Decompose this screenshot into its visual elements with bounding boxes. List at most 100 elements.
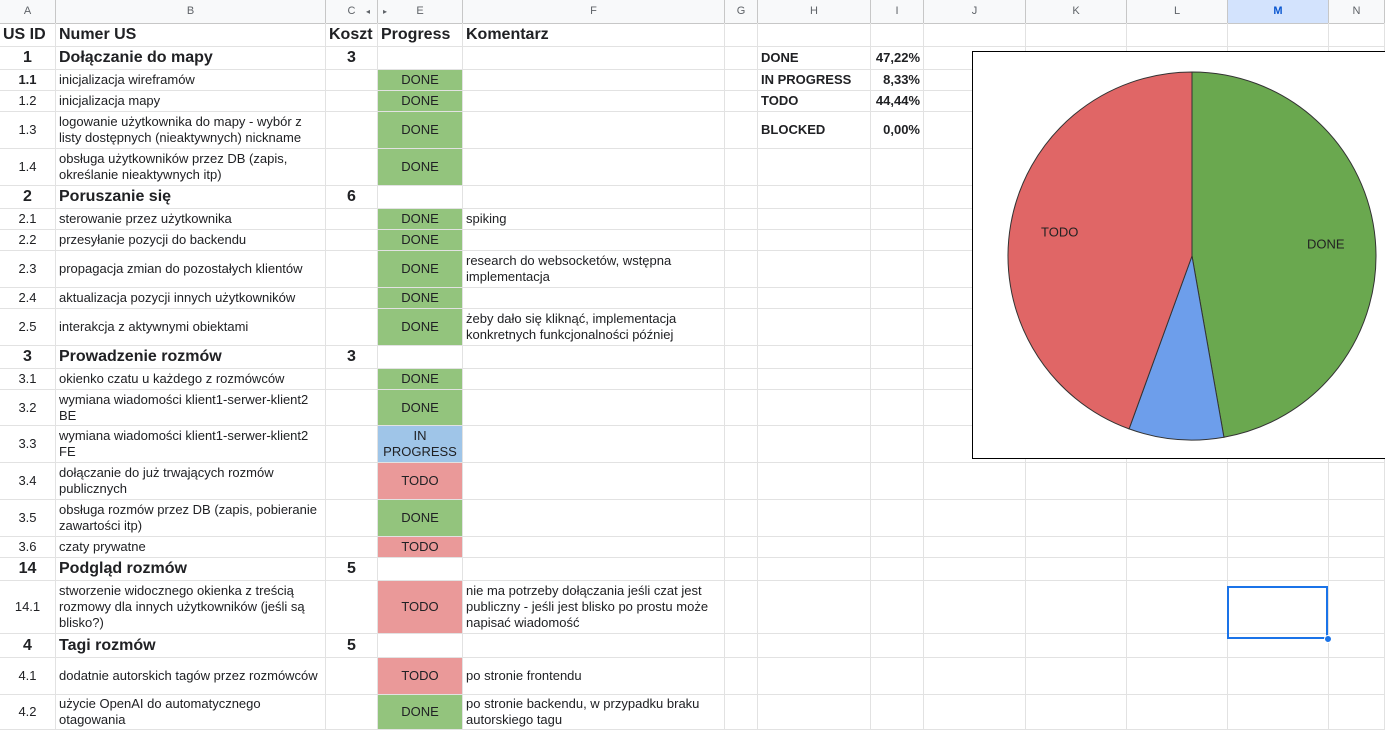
empty-cell[interactable] bbox=[326, 658, 378, 695]
empty-cell[interactable] bbox=[378, 634, 463, 658]
empty-cell[interactable] bbox=[871, 426, 924, 463]
selected-cell[interactable] bbox=[1227, 586, 1328, 639]
empty-cell[interactable] bbox=[1026, 581, 1127, 634]
us-id-cell[interactable]: 3.1 bbox=[0, 369, 56, 390]
empty-cell[interactable] bbox=[725, 346, 758, 369]
empty-cell[interactable] bbox=[725, 309, 758, 346]
empty-cell[interactable] bbox=[326, 91, 378, 112]
pie-slice-todo[interactable] bbox=[1007, 71, 1193, 430]
header-us-id[interactable]: US ID bbox=[0, 23, 56, 47]
group-cost[interactable]: 3 bbox=[326, 346, 378, 369]
empty-cell[interactable] bbox=[1127, 558, 1228, 581]
empty-cell[interactable] bbox=[1228, 658, 1329, 695]
comment-cell[interactable]: nie ma potrzeby dołączania jeśli czat je… bbox=[463, 581, 725, 634]
us-name-cell[interactable]: interakcja z aktywnymi obiektami bbox=[56, 309, 326, 346]
us-name-cell[interactable]: inicjalizacja mapy bbox=[56, 91, 326, 112]
empty-cell[interactable] bbox=[758, 634, 871, 658]
empty-cell[interactable] bbox=[758, 537, 871, 558]
empty-cell[interactable] bbox=[1026, 695, 1127, 730]
empty-cell[interactable] bbox=[871, 346, 924, 369]
us-id-cell[interactable]: 1.3 bbox=[0, 112, 56, 149]
group-cost[interactable]: 5 bbox=[326, 558, 378, 581]
empty-cell[interactable] bbox=[871, 558, 924, 581]
status-cell[interactable]: DONE bbox=[378, 251, 463, 288]
empty-cell[interactable] bbox=[378, 346, 463, 369]
empty-cell[interactable] bbox=[871, 230, 924, 251]
empty-cell[interactable] bbox=[326, 695, 378, 730]
empty-cell[interactable] bbox=[758, 186, 871, 209]
column-header-f[interactable]: F bbox=[463, 0, 725, 23]
column-header-c[interactable]: C bbox=[326, 0, 378, 23]
us-name-cell[interactable]: czaty prywatne bbox=[56, 537, 326, 558]
empty-cell[interactable] bbox=[758, 288, 871, 309]
empty-cell[interactable] bbox=[725, 558, 758, 581]
group-cost[interactable]: 6 bbox=[326, 186, 378, 209]
column-header-k[interactable]: K bbox=[1026, 0, 1127, 23]
empty-cell[interactable] bbox=[924, 658, 1026, 695]
empty-cell[interactable] bbox=[326, 288, 378, 309]
column-header-i[interactable]: I bbox=[871, 0, 924, 23]
group-id[interactable]: 2 bbox=[0, 186, 56, 209]
empty-cell[interactable] bbox=[758, 581, 871, 634]
empty-cell[interactable] bbox=[758, 426, 871, 463]
summary-label[interactable]: TODO bbox=[758, 91, 871, 112]
empty-cell[interactable] bbox=[1228, 500, 1329, 537]
empty-cell[interactable] bbox=[725, 634, 758, 658]
group-cost[interactable]: 3 bbox=[326, 47, 378, 70]
column-header-n[interactable]: N bbox=[1329, 0, 1385, 23]
us-id-cell[interactable]: 4.2 bbox=[0, 695, 56, 730]
empty-cell[interactable] bbox=[326, 581, 378, 634]
group-name[interactable]: Poruszanie się bbox=[56, 186, 326, 209]
empty-cell[interactable] bbox=[725, 47, 758, 70]
empty-cell[interactable] bbox=[1329, 695, 1385, 730]
us-id-cell[interactable]: 3.4 bbox=[0, 463, 56, 500]
empty-cell[interactable] bbox=[463, 112, 725, 149]
empty-cell[interactable] bbox=[463, 390, 725, 426]
empty-cell[interactable] bbox=[1228, 23, 1329, 47]
empty-cell[interactable] bbox=[871, 251, 924, 288]
empty-cell[interactable] bbox=[1127, 581, 1228, 634]
us-id-cell[interactable]: 3.5 bbox=[0, 500, 56, 537]
empty-cell[interactable] bbox=[871, 634, 924, 658]
us-id-cell[interactable]: 2.1 bbox=[0, 209, 56, 230]
empty-cell[interactable] bbox=[463, 186, 725, 209]
us-name-cell[interactable]: użycie OpenAI do automatycznego otagowan… bbox=[56, 695, 326, 730]
empty-cell[interactable] bbox=[725, 230, 758, 251]
summary-label[interactable]: IN PROGRESS bbox=[758, 70, 871, 91]
empty-cell[interactable] bbox=[326, 426, 378, 463]
empty-cell[interactable] bbox=[758, 346, 871, 369]
empty-cell[interactable] bbox=[326, 309, 378, 346]
empty-cell[interactable] bbox=[1329, 500, 1385, 537]
empty-cell[interactable] bbox=[1329, 658, 1385, 695]
empty-cell[interactable] bbox=[725, 251, 758, 288]
column-header-j[interactable]: J bbox=[924, 0, 1026, 23]
empty-cell[interactable] bbox=[725, 581, 758, 634]
empty-cell[interactable] bbox=[924, 634, 1026, 658]
empty-cell[interactable] bbox=[463, 463, 725, 500]
comment-cell[interactable]: żeby dało się kliknąć, implementacja kon… bbox=[463, 309, 725, 346]
column-header-a[interactable]: A bbox=[0, 0, 56, 23]
comment-cell[interactable]: po stronie frontendu bbox=[463, 658, 725, 695]
empty-cell[interactable] bbox=[1228, 463, 1329, 500]
empty-cell[interactable] bbox=[463, 558, 725, 581]
us-name-cell[interactable]: aktualizacja pozycji innych użytkowników bbox=[56, 288, 326, 309]
empty-cell[interactable] bbox=[924, 581, 1026, 634]
summary-label[interactable]: BLOCKED bbox=[758, 112, 871, 149]
empty-cell[interactable] bbox=[1228, 537, 1329, 558]
empty-cell[interactable] bbox=[1228, 695, 1329, 730]
empty-cell[interactable] bbox=[871, 695, 924, 730]
empty-cell[interactable] bbox=[463, 149, 725, 186]
empty-cell[interactable] bbox=[871, 537, 924, 558]
us-name-cell[interactable]: sterowanie przez użytkownika bbox=[56, 209, 326, 230]
column-header-m[interactable]: M bbox=[1228, 0, 1329, 23]
empty-cell[interactable] bbox=[326, 251, 378, 288]
empty-cell[interactable] bbox=[871, 288, 924, 309]
us-name-cell[interactable]: inicjalizacja wireframów bbox=[56, 70, 326, 91]
empty-cell[interactable] bbox=[463, 537, 725, 558]
empty-cell[interactable] bbox=[463, 91, 725, 112]
status-cell[interactable]: DONE bbox=[378, 390, 463, 426]
empty-cell[interactable] bbox=[326, 390, 378, 426]
us-id-cell[interactable]: 2.4 bbox=[0, 288, 56, 309]
empty-cell[interactable] bbox=[1329, 23, 1385, 47]
us-name-cell[interactable]: dołączanie do już trwających rozmów publ… bbox=[56, 463, 326, 500]
